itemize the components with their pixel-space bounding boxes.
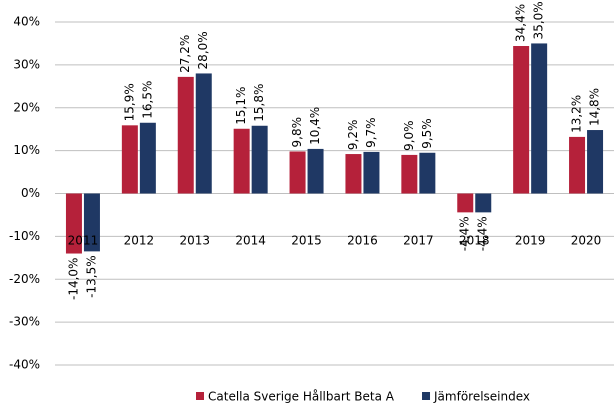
value-label: 9,7% (364, 117, 378, 148)
value-label: 28,0% (196, 31, 210, 69)
value-label: 15,1% (234, 87, 248, 125)
y-tick-label: -30% (9, 315, 40, 329)
value-label: 16,5% (140, 81, 154, 119)
bar (121, 125, 138, 194)
y-tick-label: 0% (21, 186, 40, 200)
bar (195, 73, 212, 194)
legend-swatch (422, 392, 431, 400)
value-label: 34,4% (514, 4, 528, 42)
x-tick-label: 2011 (68, 234, 99, 248)
value-label: -14,0% (66, 258, 80, 300)
x-tick-label: 2018 (459, 234, 490, 248)
bar (531, 43, 548, 194)
y-tick-label: 10% (13, 143, 40, 157)
y-tick-label: -40% (9, 358, 40, 372)
x-tick-label: 2020 (571, 234, 602, 248)
legend-label: Jämförelseindex (433, 390, 530, 404)
bar (139, 122, 156, 194)
bar (83, 193, 100, 252)
bar (401, 154, 418, 194)
bar (289, 151, 306, 194)
bar (419, 152, 436, 194)
bar (457, 193, 474, 213)
value-label: 14,8% (588, 88, 602, 126)
value-label: 9,0% (402, 120, 416, 151)
bar (251, 125, 268, 194)
bar (345, 154, 362, 194)
y-tick-label: 20% (13, 100, 40, 114)
value-label: 9,5% (420, 118, 434, 149)
value-label: -4,4% (458, 216, 472, 251)
y-tick-label: 30% (13, 57, 40, 71)
bar (587, 130, 604, 194)
value-label: 15,8% (252, 84, 266, 122)
value-label: -13,5% (84, 255, 98, 297)
value-label: 15,9% (122, 83, 136, 121)
x-tick-label: 2017 (403, 234, 434, 248)
value-label: 9,2% (346, 120, 360, 151)
bar (307, 148, 324, 194)
bar (513, 46, 530, 194)
value-label: -4,4% (476, 216, 490, 251)
x-tick-label: 2016 (347, 234, 378, 248)
x-tick-label: 2012 (124, 234, 155, 248)
bar (65, 193, 82, 254)
y-tick-label: 40% (13, 15, 40, 29)
bar (177, 76, 194, 194)
x-tick-label: 2013 (179, 234, 210, 248)
value-label: 13,2% (570, 95, 584, 133)
x-tick-label: 2015 (291, 234, 322, 248)
legend-label: Catella Sverige Hållbart Beta A (208, 390, 395, 404)
value-label: 10,4% (308, 107, 322, 145)
bar (475, 193, 492, 213)
x-tick-label: 2019 (515, 234, 546, 248)
value-label: 9,8% (290, 117, 304, 148)
x-tick-label: 2014 (235, 234, 266, 248)
legend-swatch (196, 392, 204, 400)
value-label: 35,0% (532, 1, 546, 39)
bar (363, 151, 380, 194)
y-tick-label: -20% (9, 272, 40, 286)
value-label: 27,2% (178, 35, 192, 73)
y-tick-label: -10% (9, 229, 40, 243)
bar (569, 136, 586, 194)
bar (233, 128, 250, 194)
